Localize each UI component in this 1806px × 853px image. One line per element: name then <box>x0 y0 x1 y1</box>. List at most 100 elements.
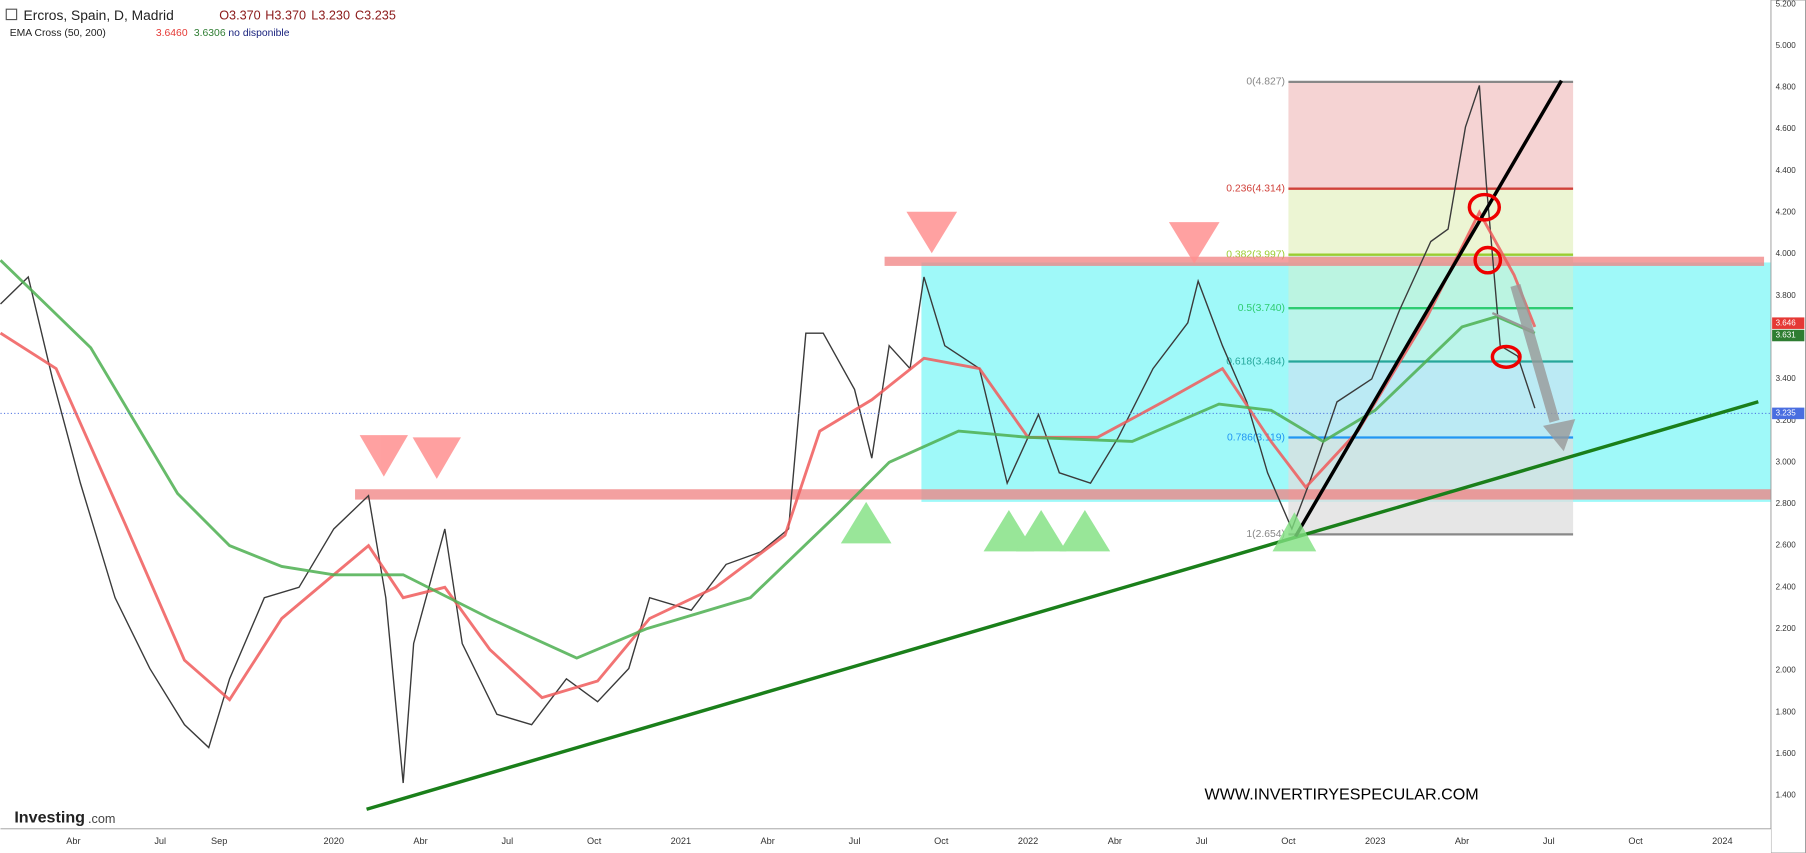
y-tick-label: 2.800 <box>1776 499 1797 508</box>
y-tick-label: 5.000 <box>1776 41 1797 50</box>
fib-label: 0.786(3.119) <box>1227 432 1285 443</box>
fib-label: 0.618(3.484) <box>1226 356 1285 367</box>
price-tag <box>1772 329 1805 342</box>
fib-label: 0(4.827) <box>1246 77 1285 88</box>
arrow-line <box>1491 312 1535 333</box>
y-tick-label: 1.800 <box>1776 707 1797 716</box>
y-tick-label: 2.600 <box>1776 541 1797 550</box>
open: O3.370 <box>219 8 261 22</box>
marker <box>1059 509 1111 552</box>
header: Ercros, Spain, D, Madrid O3.370 H3.370 L… <box>5 7 396 39</box>
marker <box>983 509 1035 552</box>
fib-label: 0.382(3.997) <box>1226 249 1285 260</box>
annotations <box>359 79 1759 811</box>
series-line <box>0 209 1537 702</box>
x-tick-label: Abr <box>1108 836 1122 846</box>
fib-label: 0.5(3.740) <box>1238 303 1285 314</box>
fib-zone <box>1288 437 1574 535</box>
price-axis <box>1770 0 1806 853</box>
price-tag-label: 3.646 <box>1776 318 1797 327</box>
marker <box>1168 222 1220 264</box>
support-band <box>355 489 1771 500</box>
y-tick-label: 4.200 <box>1776 208 1797 217</box>
x-tick-label: Oct <box>934 836 949 846</box>
circles <box>1467 192 1522 369</box>
resistance-band <box>884 256 1765 266</box>
x-tick-label: Jul <box>1543 836 1555 846</box>
price-tag <box>1772 317 1805 329</box>
x-tick-label: Abr <box>761 836 775 846</box>
series-line <box>0 259 1536 660</box>
low: L3.230 <box>311 8 350 22</box>
price-tag <box>1772 407 1805 420</box>
indicator: EMA Cross (50, 200) <box>10 28 106 39</box>
x-tick-label: 2022 <box>1018 836 1038 846</box>
logo: Investing <box>14 809 85 827</box>
symbol-title: Ercros, Spain, D, Madrid <box>24 7 174 23</box>
circle <box>1467 192 1502 222</box>
trendline <box>366 400 1759 811</box>
marker <box>840 501 892 544</box>
x-tick-label: 2024 <box>1712 836 1732 846</box>
marker <box>1015 509 1067 552</box>
circle <box>1473 245 1503 275</box>
arrow-head <box>1543 419 1576 452</box>
y-tick-label: 3.800 <box>1776 291 1797 300</box>
x-tick-label: Oct <box>1628 836 1643 846</box>
triangles-up <box>840 501 1317 552</box>
y-tick-label: 4.000 <box>1776 249 1797 258</box>
marker <box>412 437 461 479</box>
collapse-icon[interactable] <box>5 8 18 21</box>
close: C3.235 <box>355 8 396 22</box>
x-tick-label: 2023 <box>1365 836 1385 846</box>
y-tick-label: 3.200 <box>1776 416 1797 425</box>
y-tick-label: 1.400 <box>1776 791 1797 800</box>
x-tick-label: Oct <box>1281 836 1296 846</box>
y-tick-label: 2.000 <box>1776 666 1797 675</box>
series-line <box>0 85 1536 784</box>
trendline <box>1294 79 1563 538</box>
ema-status: no disponible <box>228 28 289 39</box>
x-tick-label: 2021 <box>671 836 691 846</box>
x-tick-label: Jul <box>154 836 166 846</box>
x-tick-label: Jul <box>1196 836 1208 846</box>
x-tick-label: Jul <box>501 836 513 846</box>
marker <box>359 435 409 477</box>
y-tick-label: 1.600 <box>1776 749 1797 758</box>
time-axis <box>0 828 1771 853</box>
price-tag-label: 3.235 <box>1776 408 1797 417</box>
triangles-down <box>359 211 1220 479</box>
high: H3.370 <box>265 8 306 22</box>
y-tick-label: 2.400 <box>1776 582 1797 591</box>
fib-zone <box>1288 188 1574 255</box>
y-tick-label: 3.400 <box>1776 374 1797 383</box>
fib-zone <box>1288 361 1574 438</box>
y-tick-label: 3.000 <box>1776 457 1797 466</box>
y-tick-label: 2.200 <box>1776 624 1797 633</box>
marker <box>906 211 958 254</box>
x-tick-label: Abr <box>413 836 427 846</box>
y-tick-label: 4.800 <box>1776 83 1797 92</box>
series <box>0 85 1771 784</box>
ema-fast: 3.6460 <box>156 28 188 39</box>
fib-label: 1(2.654) <box>1246 529 1285 540</box>
x-tick-label: 2020 <box>324 836 344 846</box>
x-tick-label: Abr <box>66 836 80 846</box>
arrow-shaft <box>1510 284 1560 423</box>
circle <box>1490 344 1522 369</box>
bands <box>355 256 1771 500</box>
y-tick-label: 4.400 <box>1776 166 1797 175</box>
axis-labels: 1.400 1.600 1.800 2.000 2.200 2.400 2.600 2.800… <box>66 0 1805 846</box>
marker <box>1272 512 1317 552</box>
fib-label: 0.236(4.314) <box>1226 183 1285 194</box>
price-tag-label: 3.631 <box>1776 331 1797 340</box>
x-tick-label: Sep <box>211 836 227 846</box>
x-tick-label: Oct <box>587 836 602 846</box>
x-tick-label: Abr <box>1455 836 1469 846</box>
ema-slow: 3.6306 <box>194 28 226 39</box>
fib-zone <box>1288 81 1574 189</box>
y-tick-label: 5.200 <box>1776 0 1797 8</box>
y-tick-label: 4.600 <box>1776 124 1797 133</box>
